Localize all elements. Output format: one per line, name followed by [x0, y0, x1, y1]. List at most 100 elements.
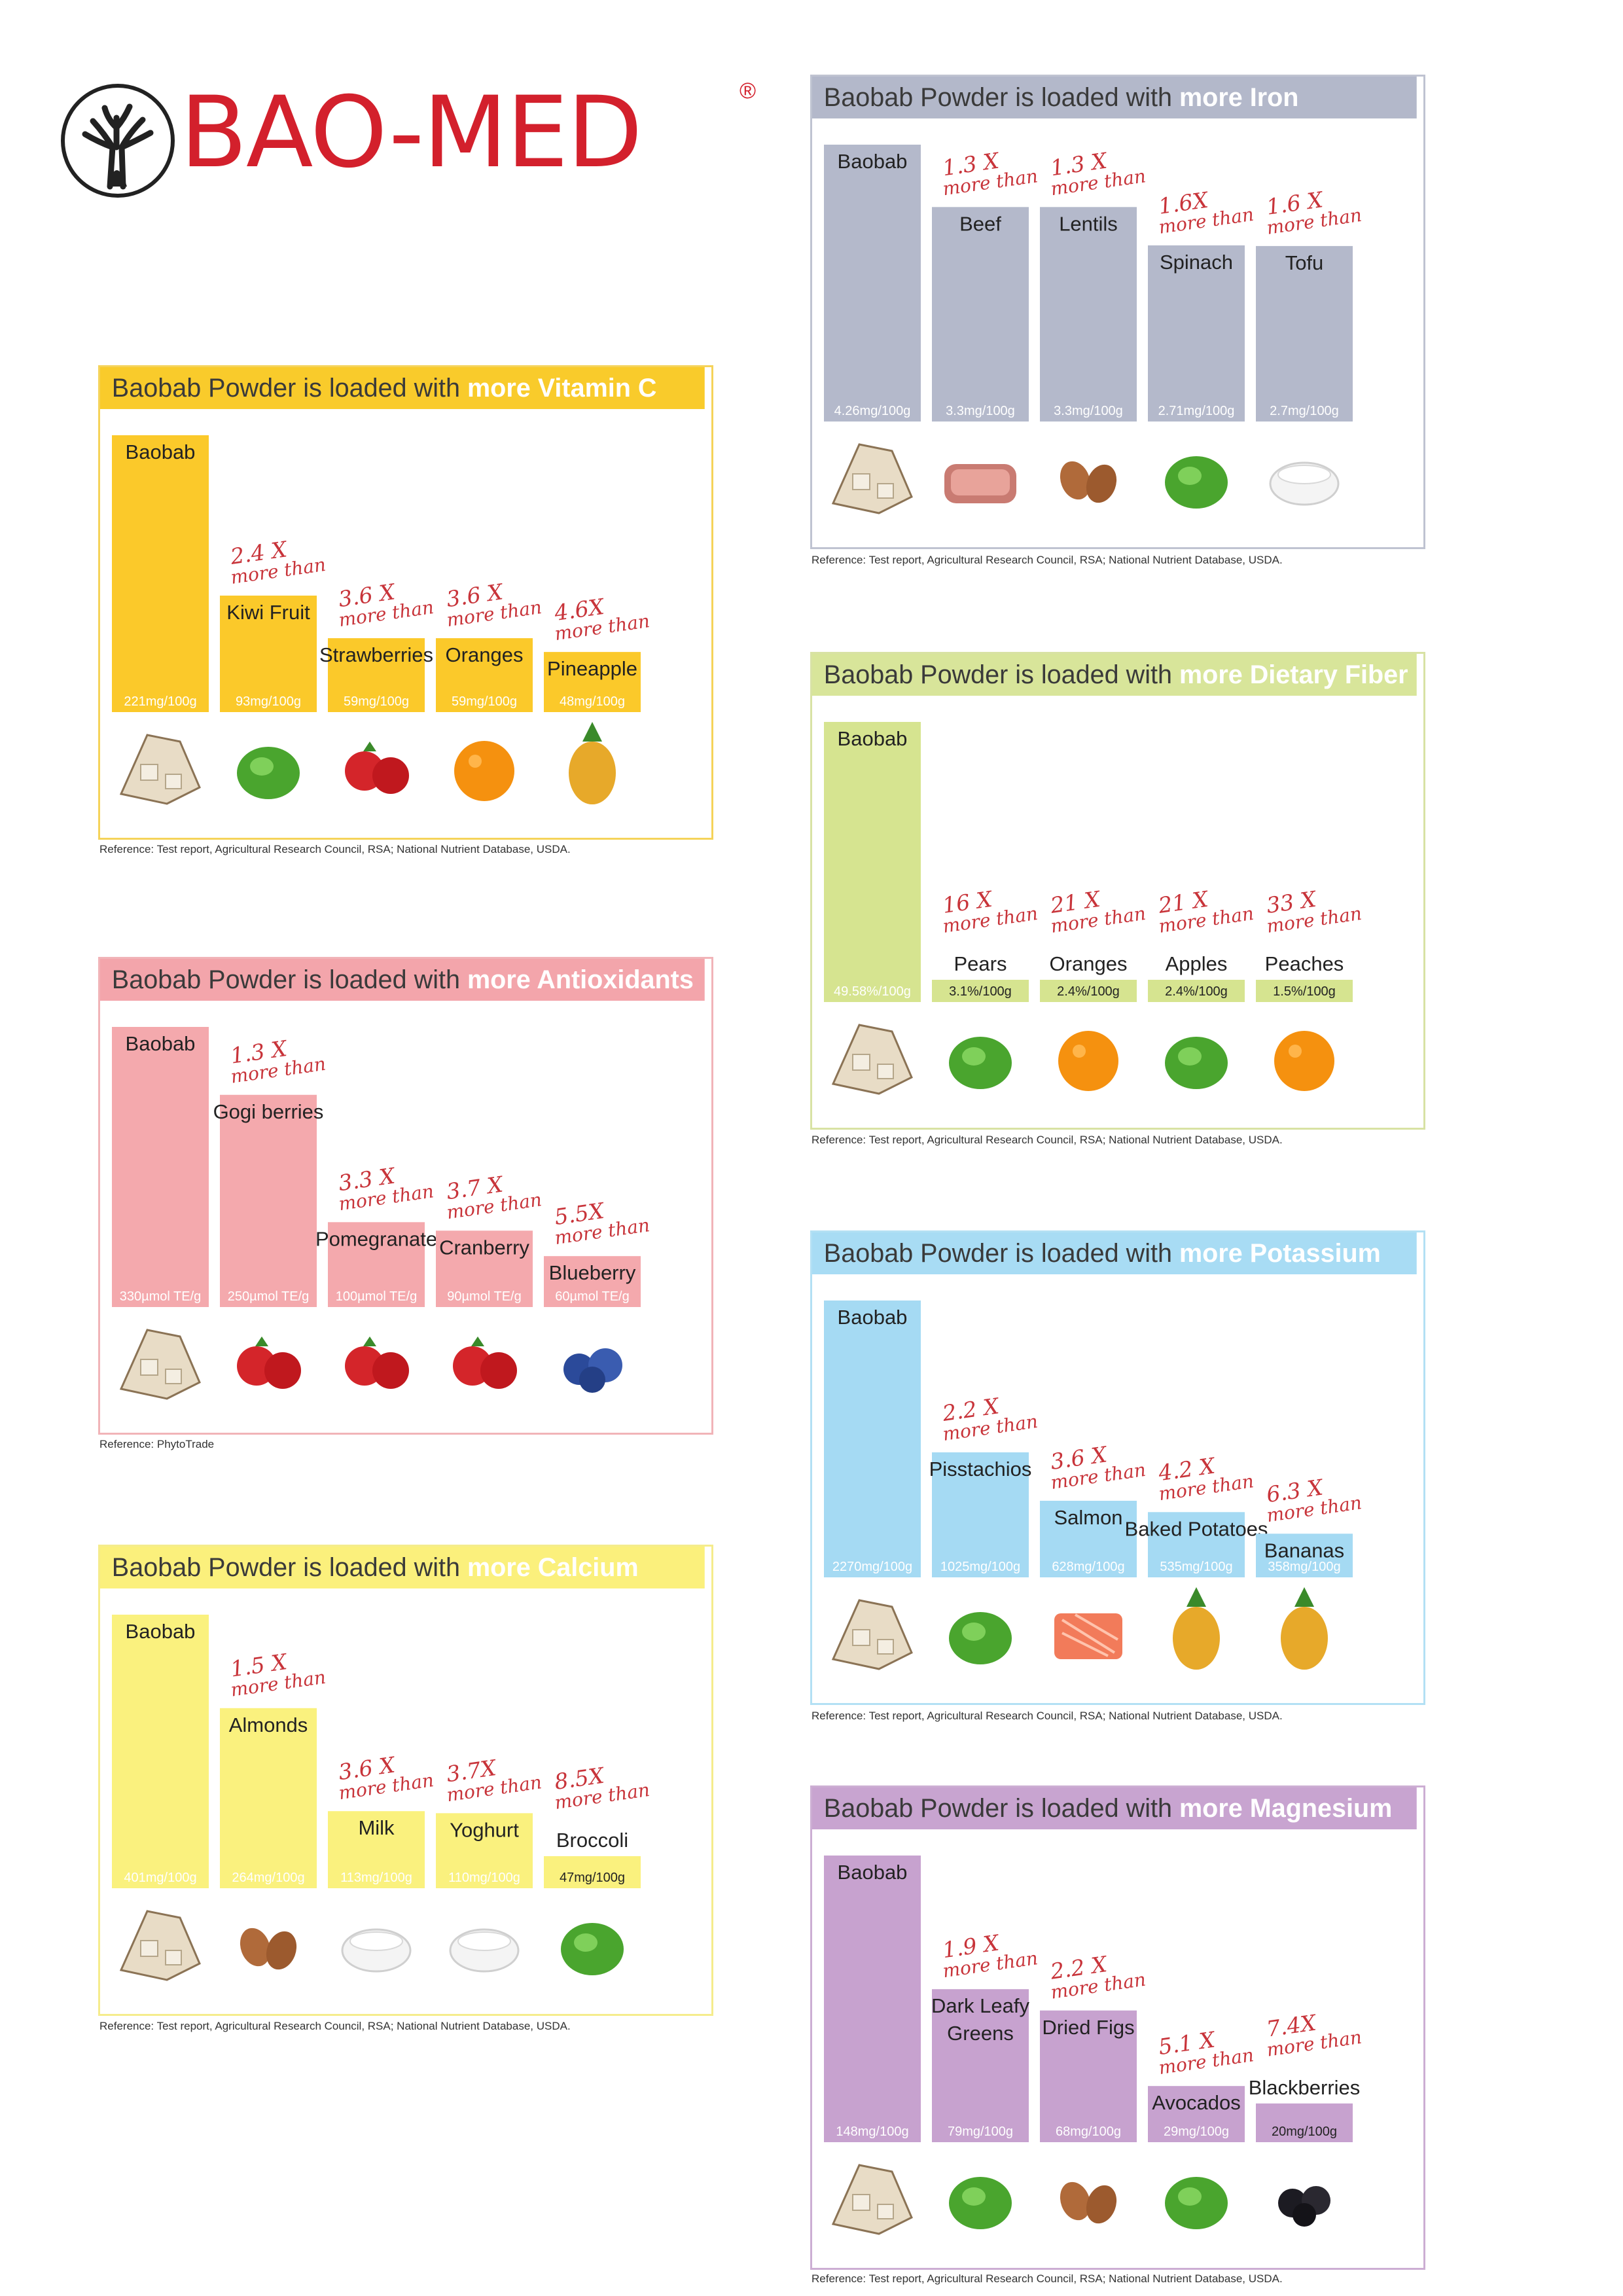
header-prefix: Baobab Powder is loaded with — [111, 1553, 461, 1582]
tofu-image — [1269, 461, 1340, 506]
bar-value-almonds: 264mg/100g — [232, 1871, 304, 1885]
yoghurt-image — [449, 1928, 520, 1973]
baked-potatoes-image — [1173, 1587, 1220, 1670]
bar-label-spinach: Spinach — [1160, 251, 1233, 274]
header-prefix: Baobab Powder is loaded with — [823, 83, 1173, 112]
pineapple-image — [569, 722, 616, 804]
bar-value-blackberries: 20mg/100g — [1272, 2125, 1337, 2139]
pears-image — [949, 1037, 1012, 1089]
bar-bananas — [1256, 1534, 1353, 1577]
dark-leafy-greens-image — [949, 2177, 1012, 2229]
bar-baked-potatoes — [1148, 1512, 1245, 1577]
bar-pisstachios — [932, 1452, 1029, 1577]
bar-value-baobab: 401mg/100g — [124, 1871, 196, 1885]
panel-antioxidants: Baobab Powder is loaded with more Antiox… — [98, 957, 713, 1435]
bar-value-gogi-berries: 250µmol TE/g — [228, 1289, 310, 1304]
reference-vitamin-c: Reference: Test report, Agricultural Res… — [99, 843, 571, 855]
bar-label-strawberries: Strawberries — [319, 643, 433, 666]
bar-value-milk: 113mg/100g — [340, 1871, 412, 1885]
bar-value-peaches: 1.5%/100g — [1273, 984, 1336, 999]
header-highlight: more Potassium — [1179, 1239, 1381, 1268]
dried-figs-image — [1060, 2181, 1117, 2224]
bar-label-gogi-berries: Gogi berries — [213, 1100, 324, 1123]
bar-label-almonds: Almonds — [229, 1713, 308, 1736]
panel-iron: Baobab Powder is loaded with more Iron B… — [810, 75, 1425, 549]
oranges-image — [1058, 1031, 1118, 1091]
header-prefix: Baobab Powder is loaded with — [823, 1239, 1173, 1268]
bar-oranges — [1040, 980, 1137, 1002]
bar-value-baked-potatoes: 535mg/100g — [1160, 1560, 1232, 1574]
reference-antioxidants: Reference: PhytoTrade — [99, 1438, 215, 1450]
bar-value-salmon: 628mg/100g — [1052, 1560, 1124, 1574]
reference-iron: Reference: Test report, Agricultural Res… — [812, 554, 1283, 566]
bar-baobab — [824, 1856, 921, 2142]
bar-baobab — [112, 435, 209, 712]
gogi-berries-image — [237, 1336, 301, 1389]
bar-tofu — [1256, 245, 1353, 422]
panel-potassium: Baobab Powder is loaded with more Potass… — [810, 1230, 1425, 1705]
bar-value-baobab: 148mg/100g — [836, 2125, 908, 2139]
bar-spinach — [1148, 245, 1245, 422]
bar-kiwi-fruit — [220, 595, 317, 712]
baobab-image — [119, 1910, 201, 1981]
bar-label-baobab: Baobab — [126, 440, 196, 463]
bar-label-oranges: Oranges — [1050, 952, 1128, 975]
bar-pineapple — [544, 652, 641, 712]
bar-strawberries — [328, 638, 425, 712]
bar-beef — [932, 207, 1029, 422]
peaches-image — [1274, 1031, 1334, 1091]
bar-salmon — [1040, 1500, 1137, 1577]
bar-value-beef: 3.3mg/100g — [946, 404, 1015, 418]
bar-label-salmon: Salmon — [1054, 1506, 1122, 1529]
bar-value-pears: 3.1%/100g — [949, 984, 1012, 999]
bar-value-cranberry: 90µmol TE/g — [447, 1289, 521, 1304]
bar-cranberry — [436, 1230, 533, 1307]
bar-label-avocados: Avocados — [1152, 2091, 1241, 2114]
baobab-image — [831, 1599, 913, 1670]
panel-calcium: Baobab Powder is loaded with more Calciu… — [98, 1545, 713, 2016]
panel-dietary-fiber: Baobab Powder is loaded with more Dietar… — [810, 652, 1425, 1130]
pisstachios-image — [949, 1612, 1012, 1664]
bar-pomegranate — [328, 1222, 425, 1307]
bar-label-blueberry: Blueberry — [549, 1261, 636, 1284]
bar-oranges — [436, 638, 533, 712]
bar-label-pears: Pears — [954, 952, 1007, 975]
baobab-image — [831, 443, 913, 514]
bar-value-spinach: 2.71mg/100g — [1158, 404, 1235, 418]
reference-calcium: Reference: Test report, Agricultural Res… — [99, 2020, 571, 2032]
blackberries-image — [1278, 2186, 1330, 2227]
bar-peaches — [1256, 980, 1353, 1002]
reference-potassium: Reference: Test report, Agricultural Res… — [812, 1710, 1283, 1722]
baobab-image — [831, 1024, 913, 1095]
bar-value-baobab: 49.58%/100g — [834, 984, 911, 999]
header-highlight: more Antioxidants — [467, 965, 694, 994]
baobab-tree-icon — [61, 84, 175, 198]
bar-avocados — [1148, 2086, 1245, 2142]
bar-value-blueberry: 60µmol TE/g — [555, 1289, 629, 1304]
lentils-image — [1060, 461, 1117, 503]
bar-value-baobab: 221mg/100g — [124, 694, 196, 709]
panel-magnesium: Baobab Powder is loaded with more Magnes… — [810, 1785, 1425, 2270]
header-highlight: more Dietary Fiber — [1179, 660, 1408, 689]
bar-lentils — [1040, 207, 1137, 422]
panel-header: Baobab Powder is loaded with more Magnes… — [812, 1787, 1417, 1829]
bar-milk — [328, 1811, 425, 1888]
bananas-image — [1281, 1587, 1328, 1670]
bar-label-dark-leafy-greens: Dark Leafy Greens — [931, 1994, 1029, 2045]
bar-label-lentils: Lentils — [1059, 212, 1118, 235]
bar-value-yoghurt: 110mg/100g — [448, 1871, 520, 1885]
pomegranate-image — [345, 1336, 409, 1389]
bar-value-lentils: 3.3mg/100g — [1054, 404, 1123, 418]
bar-value-avocados: 29mg/100g — [1164, 2125, 1229, 2139]
panel-header: Baobab Powder is loaded with more Dietar… — [812, 654, 1417, 696]
bar-blueberry — [544, 1256, 641, 1307]
bar-yoghurt — [436, 1813, 533, 1888]
bar-label-baked-potatoes: Baked Potatoes — [1125, 1517, 1268, 1540]
bar-label-baobab: Baobab — [126, 1620, 196, 1643]
baobab-image — [119, 1329, 201, 1400]
bar-value-broccoli: 47mg/100g — [560, 1871, 625, 1885]
panel-header: Baobab Powder is loaded with more Potass… — [812, 1232, 1417, 1274]
bar-label-dried-figs: Dried Figs — [1042, 2016, 1134, 2039]
brand-logo: BAO-MED ® — [59, 79, 779, 203]
